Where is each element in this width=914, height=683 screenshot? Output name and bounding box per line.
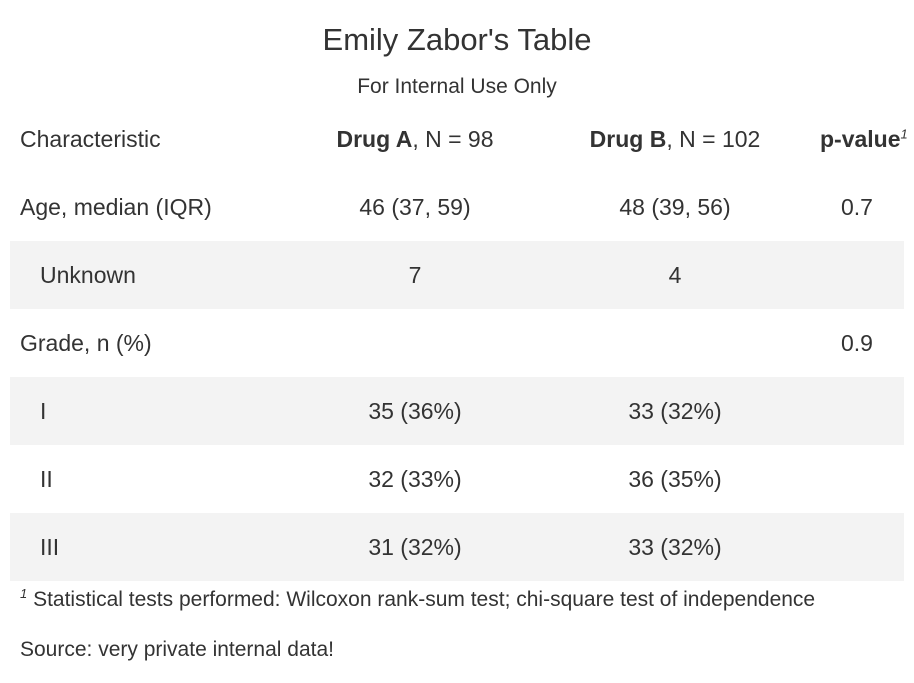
header-drug-a: Drug A, N = 98 xyxy=(290,105,540,173)
header-row: Characteristic Drug A, N = 98 Drug B, N … xyxy=(10,105,908,173)
header-drug-b-name: Drug B xyxy=(589,125,667,152)
footnote-text: Statistical tests performed: Wilcoxon ra… xyxy=(33,588,816,611)
summary-table: Characteristic Drug A, N = 98 Drug B, N … xyxy=(10,105,908,581)
cell-drug-b: 4 xyxy=(540,241,810,309)
table-title: Emily Zabor's Table xyxy=(322,22,592,57)
cell-drug-a: 31 (32%) xyxy=(290,513,540,581)
cell-p-value: 0.9 xyxy=(841,329,873,356)
source-note: Source: very private internal data! xyxy=(20,638,334,661)
table-row: I 35 (36%) 33 (32%) xyxy=(10,377,904,445)
row-label: I xyxy=(10,377,290,445)
footnote-mark: 1 xyxy=(20,586,28,601)
cell-drug-b: 36 (35%) xyxy=(628,465,722,492)
cell-drug-a xyxy=(290,309,540,377)
cell-drug-b: 48 (39, 56) xyxy=(619,193,731,220)
cell-drug-b: 33 (32%) xyxy=(540,513,810,581)
cell-drug-b: 33 (32%) xyxy=(540,377,810,445)
cell-drug-a: 46 (37, 59) xyxy=(359,193,471,220)
row-label: Age, median (IQR) xyxy=(20,193,212,220)
cell-p-value xyxy=(810,445,904,513)
table-footnote: 1 Statistical tests performed: Wilcoxon … xyxy=(20,586,816,612)
header-drug-b: Drug B, N = 102 xyxy=(540,105,810,173)
header-drug-b-n: , N = 102 xyxy=(666,125,761,152)
cell-p-value xyxy=(810,377,904,445)
table-subtitle: For Internal Use Only xyxy=(357,75,557,98)
row-label: III xyxy=(10,513,290,581)
cell-drug-b xyxy=(540,309,810,377)
header-drug-a-n: , N = 98 xyxy=(412,125,494,152)
cell-drug-a: 32 (33%) xyxy=(368,465,462,492)
cell-p-value xyxy=(810,241,904,309)
table-row: Unknown 7 4 xyxy=(10,241,904,309)
header-characteristic: Characteristic xyxy=(20,125,161,152)
header-p-value-footnote-mark: 1 xyxy=(900,125,908,141)
row-label: Grade, n (%) xyxy=(20,329,152,356)
table-row: III 31 (32%) 33 (32%) xyxy=(10,513,904,581)
header-p-value: p-value1 xyxy=(810,105,908,173)
table-row: Grade, n (%) 0.9 xyxy=(10,309,904,377)
cell-p-value: 0.7 xyxy=(841,193,873,220)
cell-drug-a: 35 (36%) xyxy=(290,377,540,445)
row-label: Unknown xyxy=(10,241,290,309)
table-row: II 32 (33%) 36 (35%) xyxy=(10,445,904,513)
table-row: Age, median (IQR) 46 (37, 59) 48 (39, 56… xyxy=(10,173,904,241)
cell-p-value xyxy=(810,513,904,581)
cell-drug-a: 7 xyxy=(290,241,540,309)
row-label: II xyxy=(40,465,53,492)
header-p-value-label: p-value xyxy=(820,125,901,152)
header-drug-a-name: Drug A xyxy=(336,125,413,152)
